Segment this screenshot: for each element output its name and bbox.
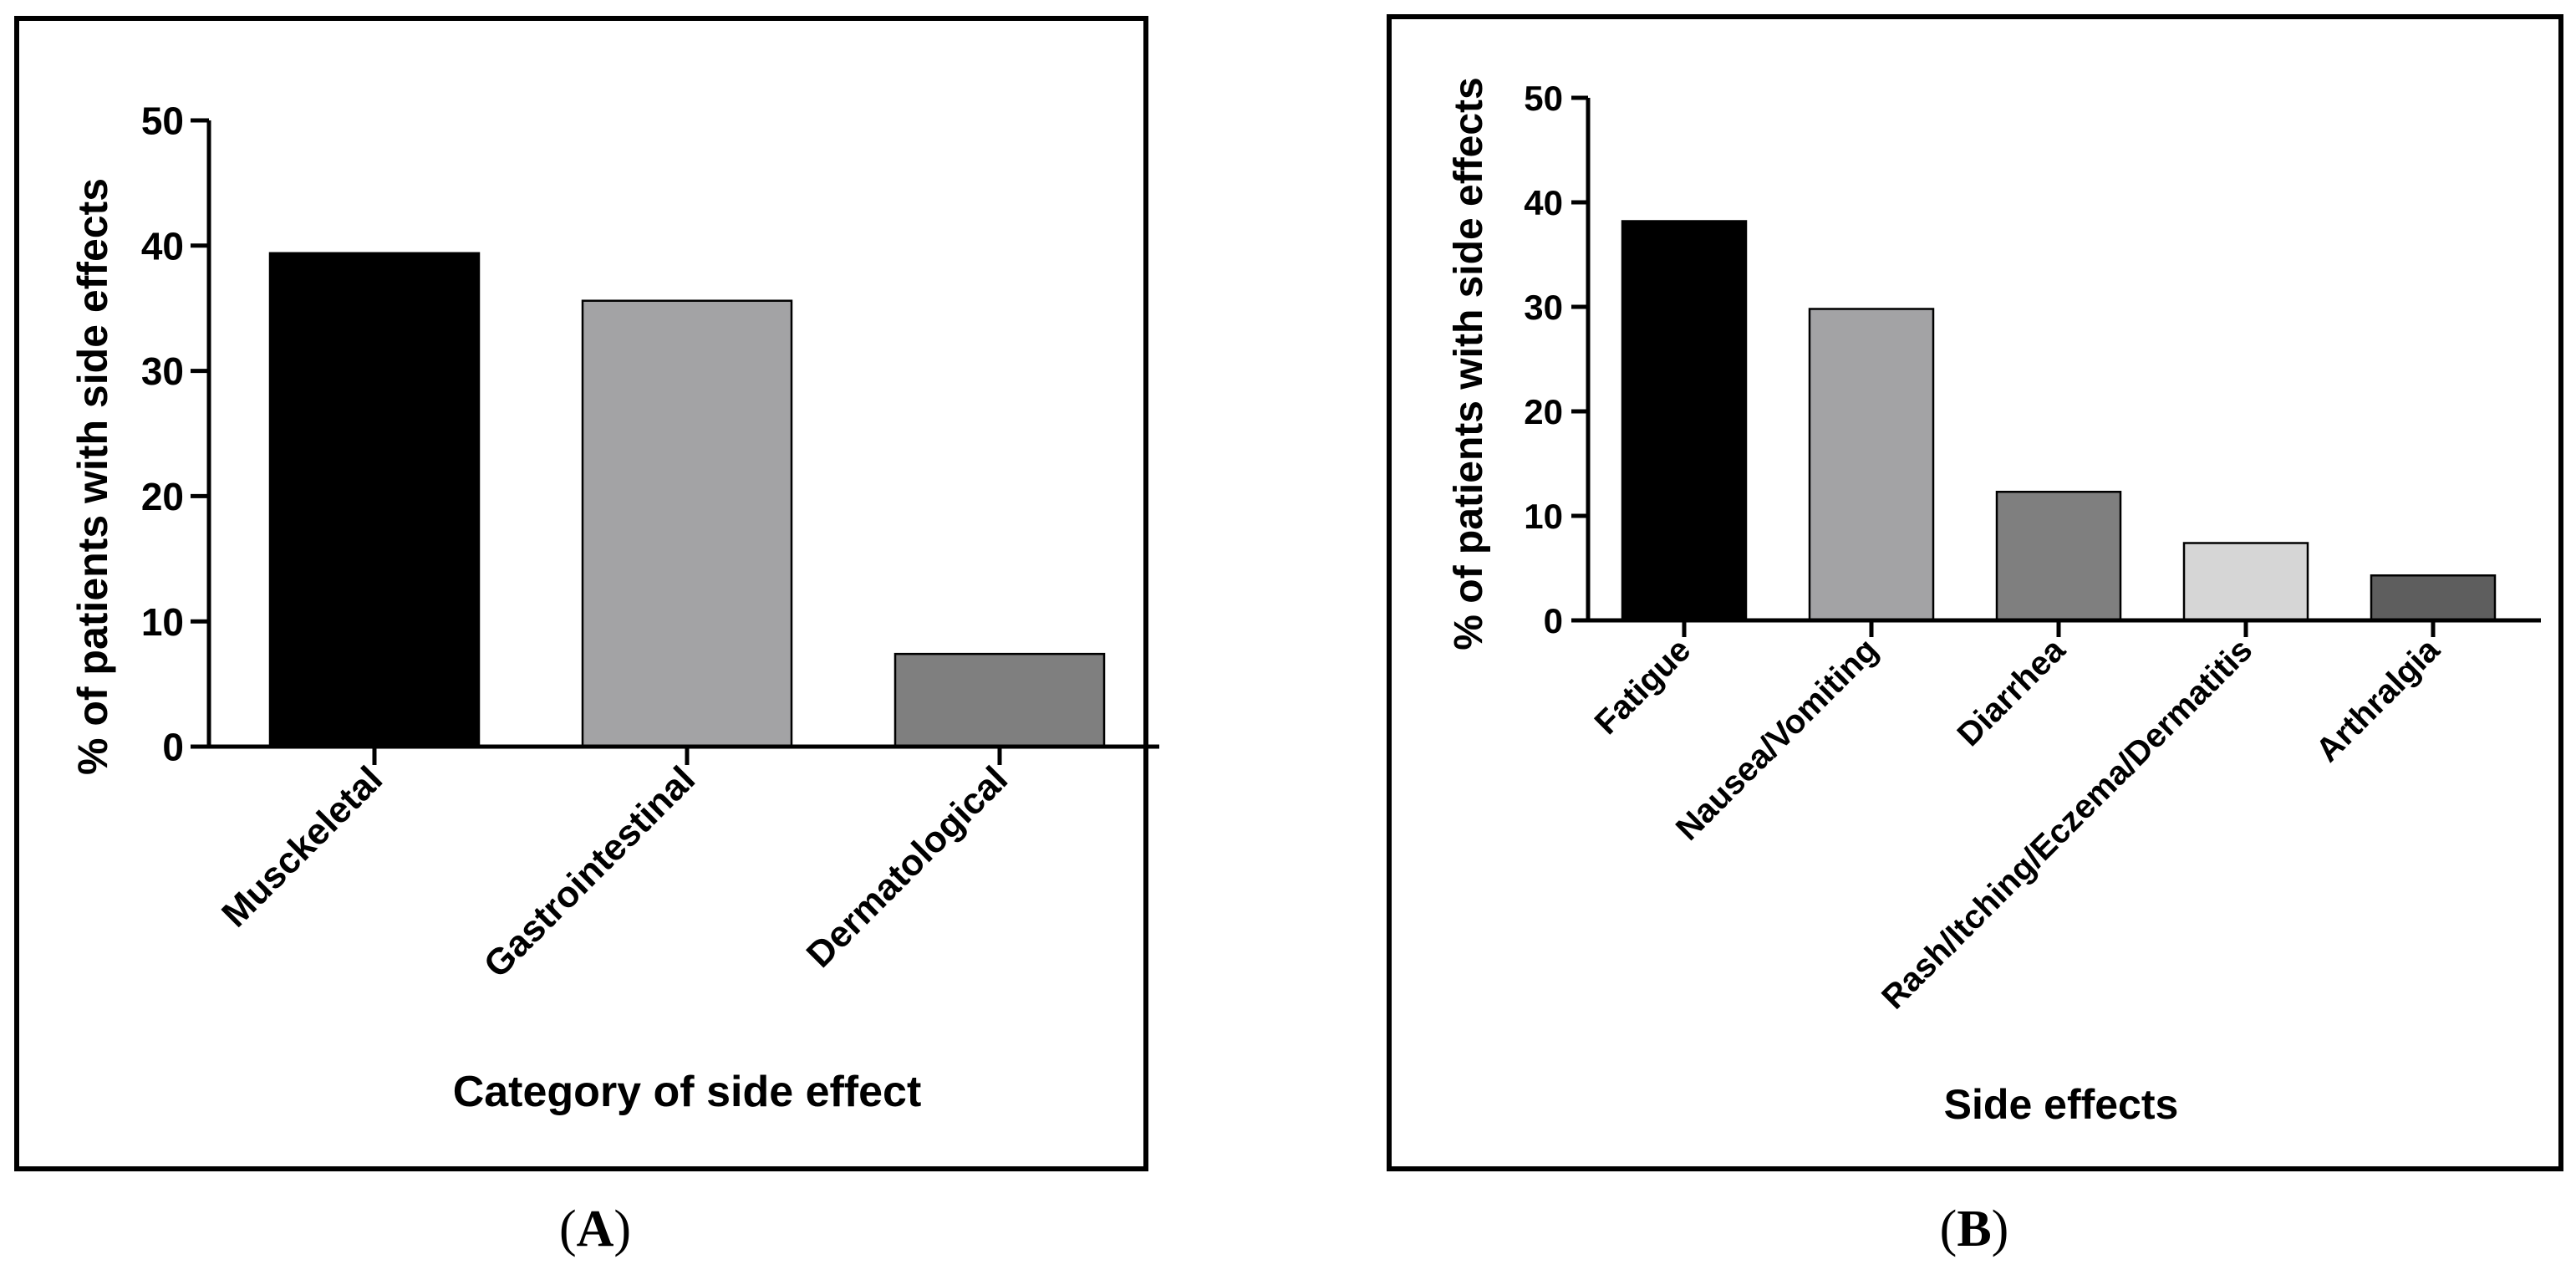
y-tick-label-b-0: 0 — [1544, 601, 1563, 640]
panel-b-ylabel: % of patients with side effects — [1447, 77, 1491, 650]
bar-a-3 — [893, 652, 1106, 748]
category-label-b-4: Rash/Itching/Eczema/Dermatitis — [1875, 631, 2259, 1016]
bar-b-3 — [1995, 491, 2122, 622]
y-tick-label-b-30: 30 — [1524, 288, 1563, 327]
category-label-b-2: Nausea/Vomiting — [1669, 631, 1885, 847]
y-tick-label-a-0: 0 — [162, 726, 184, 769]
category-label-a-3: Dermatological — [799, 758, 1016, 975]
panel-a-label: (A) — [559, 1201, 631, 1257]
category-label-a-2: Gastrointestinal — [476, 758, 704, 986]
bar-b-4 — [2182, 542, 2309, 622]
bar-a-1 — [268, 252, 481, 748]
panel-b-label: (B) — [1940, 1201, 2009, 1257]
y-tick-label-a-10: 10 — [141, 600, 184, 644]
y-tick-label-b-40: 40 — [1524, 183, 1563, 222]
category-label-b-1: Fatigue — [1588, 631, 1698, 742]
panel-a-ylabel: % of patients with side effects — [69, 178, 116, 775]
category-label-a-1: Musckeletal — [214, 758, 390, 935]
panel-b-frame — [1387, 14, 2563, 1171]
panel-a: 0 10 20 30 40 50 Musckeletal Gastrointestinal De… — [14, 16, 1159, 1257]
y-tick-label-b-50: 50 — [1524, 79, 1563, 118]
y-tick-label-a-40: 40 — [141, 224, 184, 268]
bar-b-5 — [2370, 574, 2497, 622]
category-label-b-5: Arthralgia — [2309, 631, 2447, 769]
bar-b-1 — [1621, 220, 1748, 622]
category-label-b-3: Diarrhea — [1950, 631, 2072, 753]
y-tick-label-a-30: 30 — [141, 349, 184, 393]
plot-a-marks: 0 10 20 30 40 50 Musckeletal Gastrointestinal De… — [141, 99, 1159, 986]
y-tick-label-a-50: 50 — [141, 99, 184, 143]
bar-b-2 — [1808, 308, 1935, 622]
y-tick-label-b-10: 10 — [1524, 497, 1563, 536]
panel-a-xlabel: Category of side effect — [453, 1068, 922, 1116]
panel-b-xlabel: Side effects — [1944, 1081, 2179, 1128]
y-tick-label-a-20: 20 — [141, 475, 184, 518]
panel-a-frame — [14, 16, 1148, 1171]
y-tick-label-b-20: 20 — [1524, 392, 1563, 431]
bar-a-2 — [581, 299, 793, 748]
